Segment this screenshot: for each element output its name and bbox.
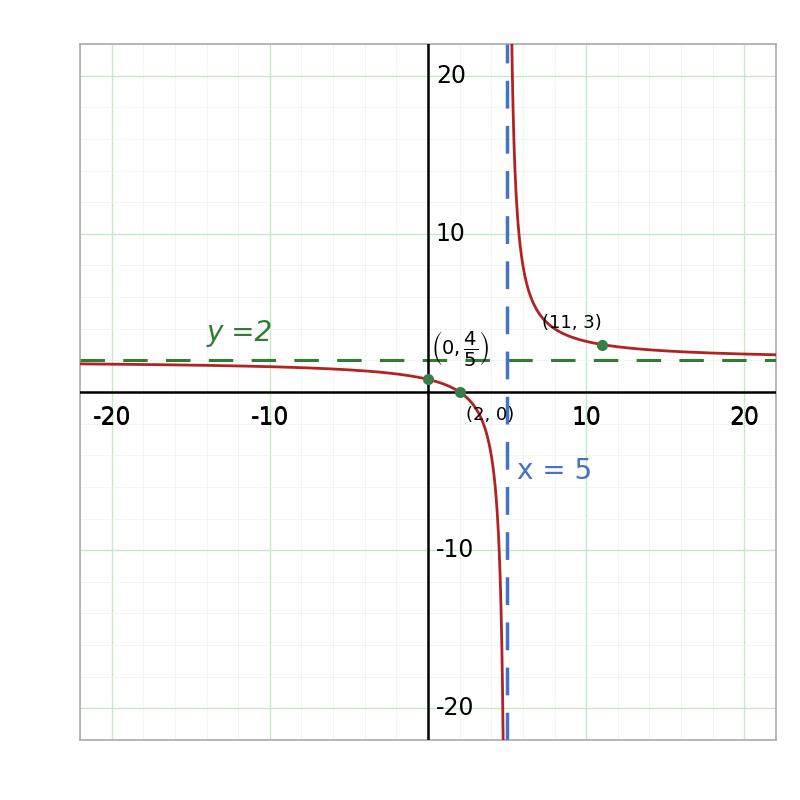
Text: -10: -10 xyxy=(250,406,289,430)
Text: 10: 10 xyxy=(571,405,601,429)
Text: -20: -20 xyxy=(92,405,131,429)
Text: x = 5: x = 5 xyxy=(517,457,592,485)
Text: (11, 3): (11, 3) xyxy=(542,314,602,332)
Text: 20: 20 xyxy=(730,405,759,429)
Text: -20: -20 xyxy=(436,696,474,720)
Text: 20: 20 xyxy=(730,406,759,430)
Text: 10: 10 xyxy=(436,222,466,246)
Text: 20: 20 xyxy=(436,64,466,88)
Text: y =2: y =2 xyxy=(206,319,273,347)
Text: -10: -10 xyxy=(250,405,289,429)
Text: -10: -10 xyxy=(436,538,474,562)
Text: $\!\left(0,\dfrac{4}{5}\right)$: $\!\left(0,\dfrac{4}{5}\right)$ xyxy=(433,330,489,368)
Text: (2, 0): (2, 0) xyxy=(466,406,514,424)
Text: -20: -20 xyxy=(92,406,131,430)
Text: 10: 10 xyxy=(571,406,601,430)
